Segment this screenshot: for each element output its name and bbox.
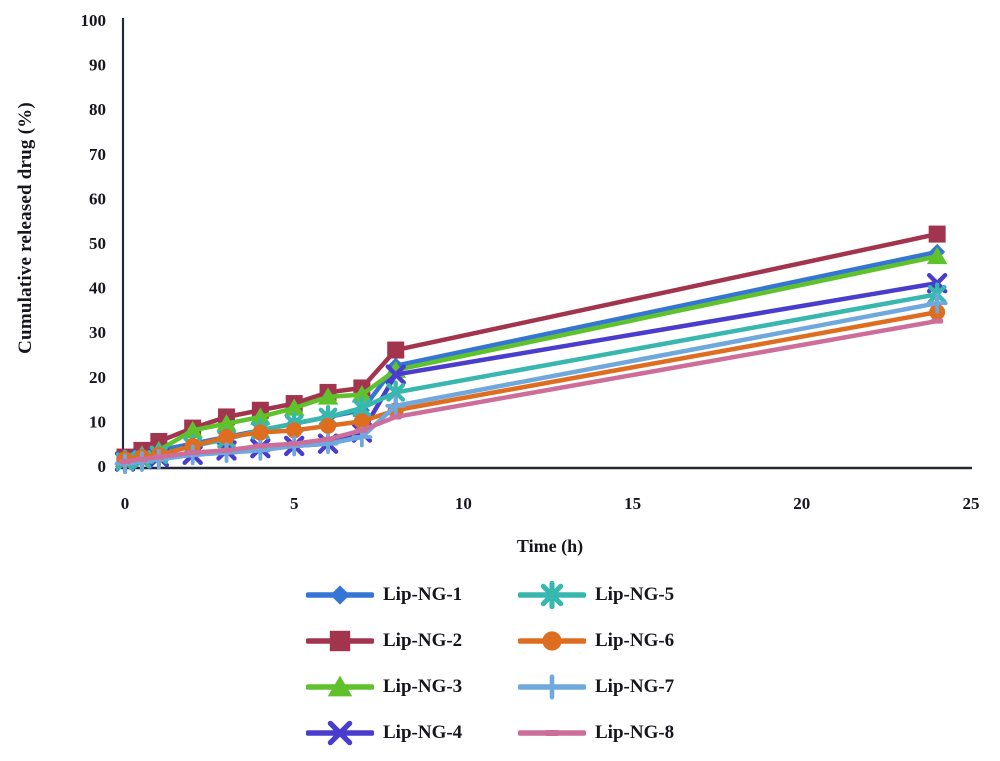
marker-Lip-NG-3 (926, 246, 948, 265)
x-tick-label: 25 (963, 494, 980, 513)
legend-swatch-square-marker-icon (306, 630, 374, 652)
y-tick-label: 90 (89, 56, 106, 75)
x-axis-title: Time (h) (516, 536, 584, 556)
marker-Lip-NG-8 (931, 318, 944, 324)
y-tick-label: 70 (89, 145, 106, 164)
x-tick-label: 15 (624, 494, 641, 513)
legend-item-Lip-NG-2: Lip-NG-2 (306, 627, 518, 655)
legend-item-Lip-NG-7: Lip-NG-7 (518, 673, 730, 701)
x-tick-label: 10 (455, 494, 472, 513)
legend-marker-Lip-NG-6 (542, 631, 562, 651)
marker-Lip-NG-3 (216, 414, 237, 432)
legend-item-Lip-NG-3: Lip-NG-3 (306, 673, 518, 701)
marker-Lip-NG-8 (186, 450, 199, 456)
marker-Lip-NG-8 (288, 441, 301, 447)
marker-Lip-NG-3 (182, 420, 203, 439)
legend-marker-Lip-NG-4 (327, 720, 353, 746)
legend-item-Lip-NG-1: Lip-NG-1 (306, 581, 518, 609)
marker-Lip-NG-3 (317, 387, 339, 405)
legend-label: Lip-NG-1 (383, 584, 463, 605)
legend-item-Lip-NG-5: Lip-NG-5 (518, 581, 730, 609)
legend-marker-Lip-NG-8 (544, 729, 560, 737)
y-tick-label: 80 (89, 100, 106, 119)
marker-Lip-NG-6 (320, 417, 337, 434)
legend-swatch-dash-marker-icon (518, 729, 586, 737)
y-tick-label: 20 (89, 368, 106, 387)
x-tick-label: 5 (290, 494, 299, 513)
marker-Lip-NG-7 (385, 395, 407, 417)
legend-label: Lip-NG-2 (383, 630, 463, 651)
legend-swatch-asterisk-marker-icon (518, 581, 586, 609)
series-line-Lip-NG-3 (122, 254, 940, 462)
x-tick-label: 20 (793, 494, 810, 513)
marker-Lip-NG-3 (351, 385, 373, 403)
marker-Lip-NG-2 (387, 341, 405, 359)
marker-Lip-NG-8 (389, 414, 402, 420)
marker-Lip-NG-4 (385, 364, 406, 385)
plot-area: 0 10 20 30 40 50 60 70 80 90 100 0 5 10 15 20 25 (81, 11, 980, 513)
x-tick-label: 0 (121, 494, 130, 513)
chart-legend: Lip-NG-1 Lip-NG-2 Lip-NG-3 Lip-NG-4 Lip-NG-5… (306, 572, 730, 756)
marker-Lip-NG-8 (119, 459, 131, 465)
marker-Lip-NG-2 (928, 225, 946, 243)
marker-Lip-NG-3 (283, 398, 305, 416)
legend-marker-Lip-NG-7 (539, 674, 565, 700)
legend-label: Lip-NG-4 (383, 722, 463, 743)
y-tick-label: 0 (98, 457, 107, 476)
legend-label: Lip-NG-8 (595, 722, 675, 743)
y-tick-label: 10 (89, 412, 106, 431)
y-tick-label: 30 (89, 323, 106, 342)
marker-Lip-NG-8 (135, 456, 148, 462)
legend-item-Lip-NG-4: Lip-NG-4 (306, 719, 518, 747)
series-line-Lip-NG-2 (122, 231, 940, 460)
legend-swatch-diamond-marker-icon (306, 585, 374, 605)
marker-Lip-NG-6 (252, 424, 269, 441)
marker-Lip-NG-6 (218, 429, 235, 446)
y-tick-label: 50 (89, 234, 106, 253)
legend-swatch-circle-marker-icon (518, 631, 586, 651)
legend-item-Lip-NG-8: Lip-NG-8 (518, 719, 730, 747)
marker-Lip-NG-8 (152, 454, 165, 460)
legend-label: Lip-NG-7 (595, 676, 675, 697)
marker-Lip-NG-6 (353, 413, 370, 430)
legend-swatch-triangle-marker-icon (306, 675, 374, 697)
legend-label: Lip-NG-3 (383, 676, 463, 697)
legend-swatch-plus-marker-icon (518, 674, 586, 700)
y-tick-label: 60 (89, 189, 106, 208)
y-tick-label: 40 (89, 279, 106, 298)
legend-marker-Lip-NG-2 (329, 630, 351, 652)
marker-Lip-NG-6 (286, 422, 303, 439)
legend-swatch-x-marker-icon (306, 720, 374, 746)
marker-Lip-NG-8 (220, 447, 233, 453)
y-tick-label: 100 (81, 11, 107, 30)
legend-marker-Lip-NG-1 (330, 585, 350, 605)
marker-Lip-NG-8 (322, 436, 335, 442)
legend-label: Lip-NG-5 (595, 584, 675, 605)
series-line-Lip-NG-6 (122, 309, 940, 462)
marker-Lip-NG-7 (926, 292, 948, 314)
legend-label: Lip-NG-6 (595, 630, 675, 651)
legend-marker-Lip-NG-5 (540, 581, 564, 609)
marker-Lip-NG-3 (250, 407, 271, 425)
marker-Lip-NG-8 (355, 427, 368, 433)
marker-Lip-NG-8 (254, 443, 267, 449)
legend-marker-Lip-NG-3 (327, 675, 353, 697)
legend-item-Lip-NG-6: Lip-NG-6 (518, 627, 730, 655)
